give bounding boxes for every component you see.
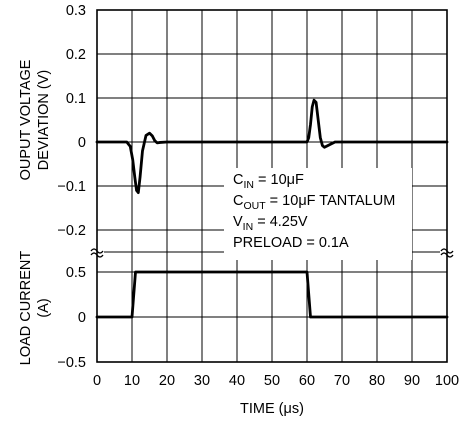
x-tick-label: 70 xyxy=(334,373,350,389)
annotation-background xyxy=(224,168,412,260)
y-tick-label-top: 0.1 xyxy=(66,91,86,107)
y-tick-label-top: 0.3 xyxy=(66,3,86,19)
y-tick-label-top: 0 xyxy=(78,135,86,151)
annotation: CIN = 10μF COUT = 10μF TANTALUM VIN = 4.… xyxy=(233,172,395,251)
top-ylabel-line1: OUPUT VOLTAGE xyxy=(18,59,34,180)
x-tick-label: 60 xyxy=(299,373,315,389)
y-tick-label-bottom: 0 xyxy=(78,310,86,326)
bottom-ylabel-line1: LOAD CURRENT xyxy=(18,251,34,366)
x-tick-label: 10 xyxy=(124,373,140,389)
y-tick-label-top: −0.1 xyxy=(57,179,86,195)
x-tick-label: 90 xyxy=(404,373,420,389)
x-axis-title: TIME (μs) xyxy=(240,401,304,417)
y-tick-label-bottom: −0.5 xyxy=(57,355,86,371)
series-line-output-voltage xyxy=(95,98,449,195)
x-tick-label: 80 xyxy=(369,373,385,389)
x-tick-label: 20 xyxy=(159,373,175,389)
plot-border xyxy=(96,9,448,363)
annotation-cin: CIN = 10μF xyxy=(233,172,304,191)
annotation-vin: VIN = 4.25V xyxy=(233,214,308,233)
series-group xyxy=(95,98,449,319)
x-tick-label: 100 xyxy=(435,373,459,389)
x-tick-label: 0 xyxy=(93,373,101,389)
x-tick-label: 30 xyxy=(194,373,210,389)
x-tick-label: 50 xyxy=(264,373,280,389)
tick-labels: 0 10 20 30 40 50 60 70 80 90 100 0.3 0.2 0.1 0 −0.1 −0.2… xyxy=(57,3,459,389)
series-line-load-current xyxy=(95,270,449,319)
top-ylabel-line2: DEVIATION (V) xyxy=(36,70,52,170)
bottom-ylabel-line2: (A) xyxy=(36,298,52,317)
bottom-ylabel-group: LOAD CURRENT (A) xyxy=(18,251,52,366)
y-tick-label-top: −0.2 xyxy=(57,223,86,239)
y-tick-label-top: 0.2 xyxy=(66,47,86,63)
top-ylabel-group: OUPUT VOLTAGE DEVIATION (V) xyxy=(18,59,52,180)
annotation-cout: COUT = 10μF TANTALUM xyxy=(233,193,395,212)
y-tick-label-bottom: 0.5 xyxy=(66,265,86,281)
annotation-preload: PRELOAD = 0.1A xyxy=(233,235,349,251)
x-tick-label: 40 xyxy=(229,373,245,389)
